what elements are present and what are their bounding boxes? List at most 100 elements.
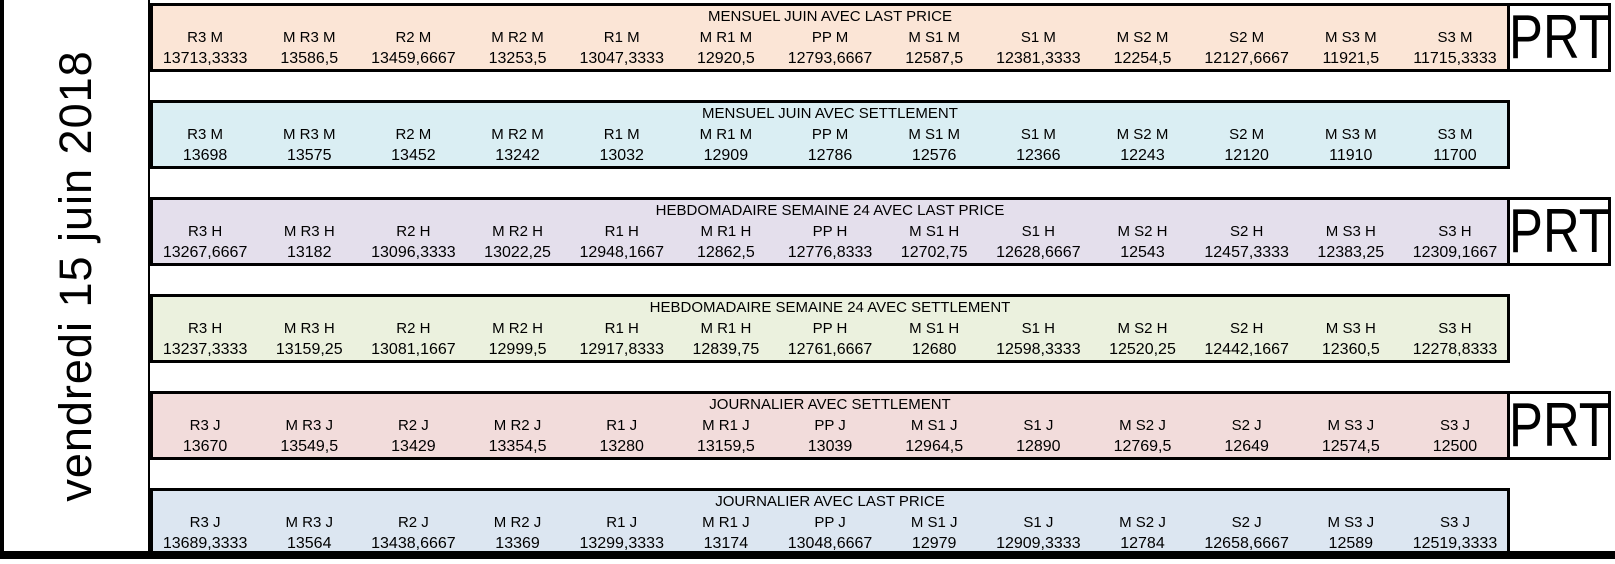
pivot-value: 12381,3333 bbox=[996, 50, 1081, 67]
prt-box: PRT bbox=[1507, 391, 1611, 460]
column-header: M S3 J bbox=[1327, 417, 1375, 434]
column-header: R1 H bbox=[604, 320, 639, 337]
pivot-value: 13159,25 bbox=[275, 341, 343, 358]
pivot-value: 13267,6667 bbox=[162, 244, 248, 261]
column-header: M S1 M bbox=[908, 29, 961, 46]
date-label: vendredi 15 juin 2018 bbox=[50, 49, 101, 502]
pivot-value: 12769,5 bbox=[1113, 438, 1172, 455]
pivot-value: 13564 bbox=[286, 535, 332, 552]
pivot-value: 12309,1667 bbox=[1412, 244, 1498, 261]
column-header: S3 H bbox=[1438, 320, 1472, 337]
column-header: M R2 M bbox=[491, 29, 544, 46]
column-header: PP M bbox=[811, 29, 849, 46]
column-header: R3 J bbox=[189, 417, 221, 434]
band-header-row: R3 M M R3 M R2 M M R2 M R1 M M R1 M PP M M S1 M… bbox=[153, 27, 1507, 48]
pivot-value: 12519,3333 bbox=[1412, 535, 1498, 552]
prt-label: PRT bbox=[1508, 197, 1610, 266]
column-header: S1 J bbox=[1023, 514, 1054, 531]
pivot-value: 12574,5 bbox=[1321, 438, 1380, 455]
pivot-value: 12278,8333 bbox=[1412, 341, 1498, 358]
pivot-value: 13459,6667 bbox=[371, 50, 456, 67]
band-header-row: R3 J M R3 J R2 J M R2 J R1 J M R1 J PP J M S1 J… bbox=[153, 512, 1507, 533]
column-header: S1 H bbox=[1021, 223, 1055, 240]
column-header: M S3 J bbox=[1327, 514, 1375, 531]
pivot-value: 11921,5 bbox=[1322, 50, 1380, 67]
date-cell: vendredi 15 juin 2018 bbox=[4, 0, 150, 551]
pivot-value: 12442,1667 bbox=[1204, 341, 1289, 358]
pivot-value: 13047,3333 bbox=[579, 50, 664, 67]
pivot-value: 12500 bbox=[1432, 438, 1478, 455]
pivot-value: 12784 bbox=[1120, 535, 1165, 552]
pivot-value: 12360,5 bbox=[1321, 341, 1380, 358]
band-value-row: 13237,3333 13159,25 13081,1667 12999,5 12917… bbox=[153, 339, 1507, 360]
band-title: JOURNALIER AVEC LAST PRICE bbox=[715, 493, 945, 510]
pivot-value: 13039 bbox=[807, 438, 853, 455]
pivot-value: 12520,25 bbox=[1109, 341, 1176, 358]
column-header: R2 M bbox=[395, 29, 432, 46]
column-header: M R1 M bbox=[699, 126, 753, 143]
column-header: M S1 J bbox=[910, 514, 958, 531]
column-header: R2 H bbox=[396, 223, 431, 240]
pivot-value: 13174 bbox=[703, 535, 749, 552]
column-header: R2 J bbox=[397, 417, 429, 434]
pivot-value: 12979 bbox=[911, 535, 957, 552]
column-header: M S1 H bbox=[909, 223, 960, 240]
pivot-value: 12649 bbox=[1224, 438, 1269, 455]
band-value-row: 13267,6667 13182 13096,3333 13022,25 12948,1… bbox=[153, 242, 1507, 263]
pivot-value: 12862,5 bbox=[696, 244, 755, 261]
column-header: M R1 H bbox=[700, 223, 752, 240]
bottom-border-line bbox=[0, 551, 1615, 559]
pivot-value: 13242 bbox=[495, 147, 540, 164]
pivot-value: 13096,3333 bbox=[371, 244, 456, 261]
pivot-value: 12598,3333 bbox=[996, 341, 1081, 358]
pivot-band: JOURNALIER AVEC SETTLEMENT R3 J M R3 J R2 … bbox=[150, 391, 1611, 460]
column-header: R1 M bbox=[603, 29, 640, 46]
pivot-value: 12776,8333 bbox=[787, 244, 873, 261]
pivot-band: JOURNALIER AVEC LAST PRICE R3 J M R3 J R2 … bbox=[150, 488, 1510, 557]
pivot-value: 12839,75 bbox=[692, 341, 760, 358]
pivot-value: 13438,6667 bbox=[371, 535, 456, 552]
column-header: R1 J bbox=[606, 417, 638, 434]
prt-label: PRT bbox=[1508, 3, 1610, 72]
column-header: M R1 M bbox=[699, 29, 753, 46]
column-header: R1 H bbox=[604, 223, 639, 240]
pivot-band: HEBDOMADAIRE SEMAINE 24 AVEC LAST PRICE … bbox=[150, 197, 1611, 266]
column-header: M S1 H bbox=[909, 320, 960, 337]
pivot-value: 13299,3333 bbox=[579, 535, 664, 552]
pivot-value: 12964,5 bbox=[905, 438, 964, 455]
band-header-row: R3 H M R3 H R2 H M R2 H R1 H M R1 H PP H M S1 H… bbox=[153, 221, 1507, 242]
column-header: S1 M bbox=[1020, 29, 1056, 46]
pivot-value: 12917,8333 bbox=[579, 341, 664, 358]
pivot-value: 12254,5 bbox=[1113, 50, 1172, 67]
pivot-value: 12890 bbox=[1016, 438, 1061, 455]
column-header: M S1 J bbox=[910, 417, 958, 434]
pivot-value: 11910 bbox=[1329, 147, 1373, 164]
column-header: R1 M bbox=[603, 126, 640, 143]
column-header: R1 J bbox=[606, 514, 638, 531]
pivot-value: 13713,3333 bbox=[162, 50, 248, 67]
prt-label: PRT bbox=[1508, 391, 1610, 460]
column-header: M R2 H bbox=[492, 320, 543, 337]
column-header: S2 H bbox=[1229, 320, 1264, 337]
column-header: M S2 J bbox=[1119, 417, 1166, 434]
pivot-value: 12909 bbox=[703, 147, 749, 164]
pivot-value: 13698 bbox=[182, 147, 228, 164]
band-header-row: R3 J M R3 J R2 J M R2 J R1 J M R1 J PP J M S1 J… bbox=[153, 415, 1507, 436]
column-header: M R3 J bbox=[285, 514, 333, 531]
band-value-row: 13698 13575 13452 13242 13032 12909 12786 12576… bbox=[153, 145, 1507, 166]
pivot-value: 12543 bbox=[1120, 244, 1165, 261]
column-header: S2 M bbox=[1229, 126, 1265, 143]
column-header: M R2 M bbox=[491, 126, 544, 143]
column-header: M R3 M bbox=[282, 29, 336, 46]
pivot-value: 12999,5 bbox=[488, 341, 547, 358]
pivot-value: 12243 bbox=[1120, 147, 1165, 164]
pivot-value: 13549,5 bbox=[280, 438, 339, 455]
column-header: M R3 H bbox=[283, 320, 335, 337]
band-title: MENSUEL JUIN AVEC LAST PRICE bbox=[708, 8, 952, 25]
column-header: R2 J bbox=[397, 514, 429, 531]
column-header: R3 H bbox=[187, 320, 223, 337]
pivot-value: 12120 bbox=[1224, 147, 1269, 164]
column-header: PP H bbox=[812, 320, 848, 337]
column-header: M S2 M bbox=[1116, 29, 1169, 46]
